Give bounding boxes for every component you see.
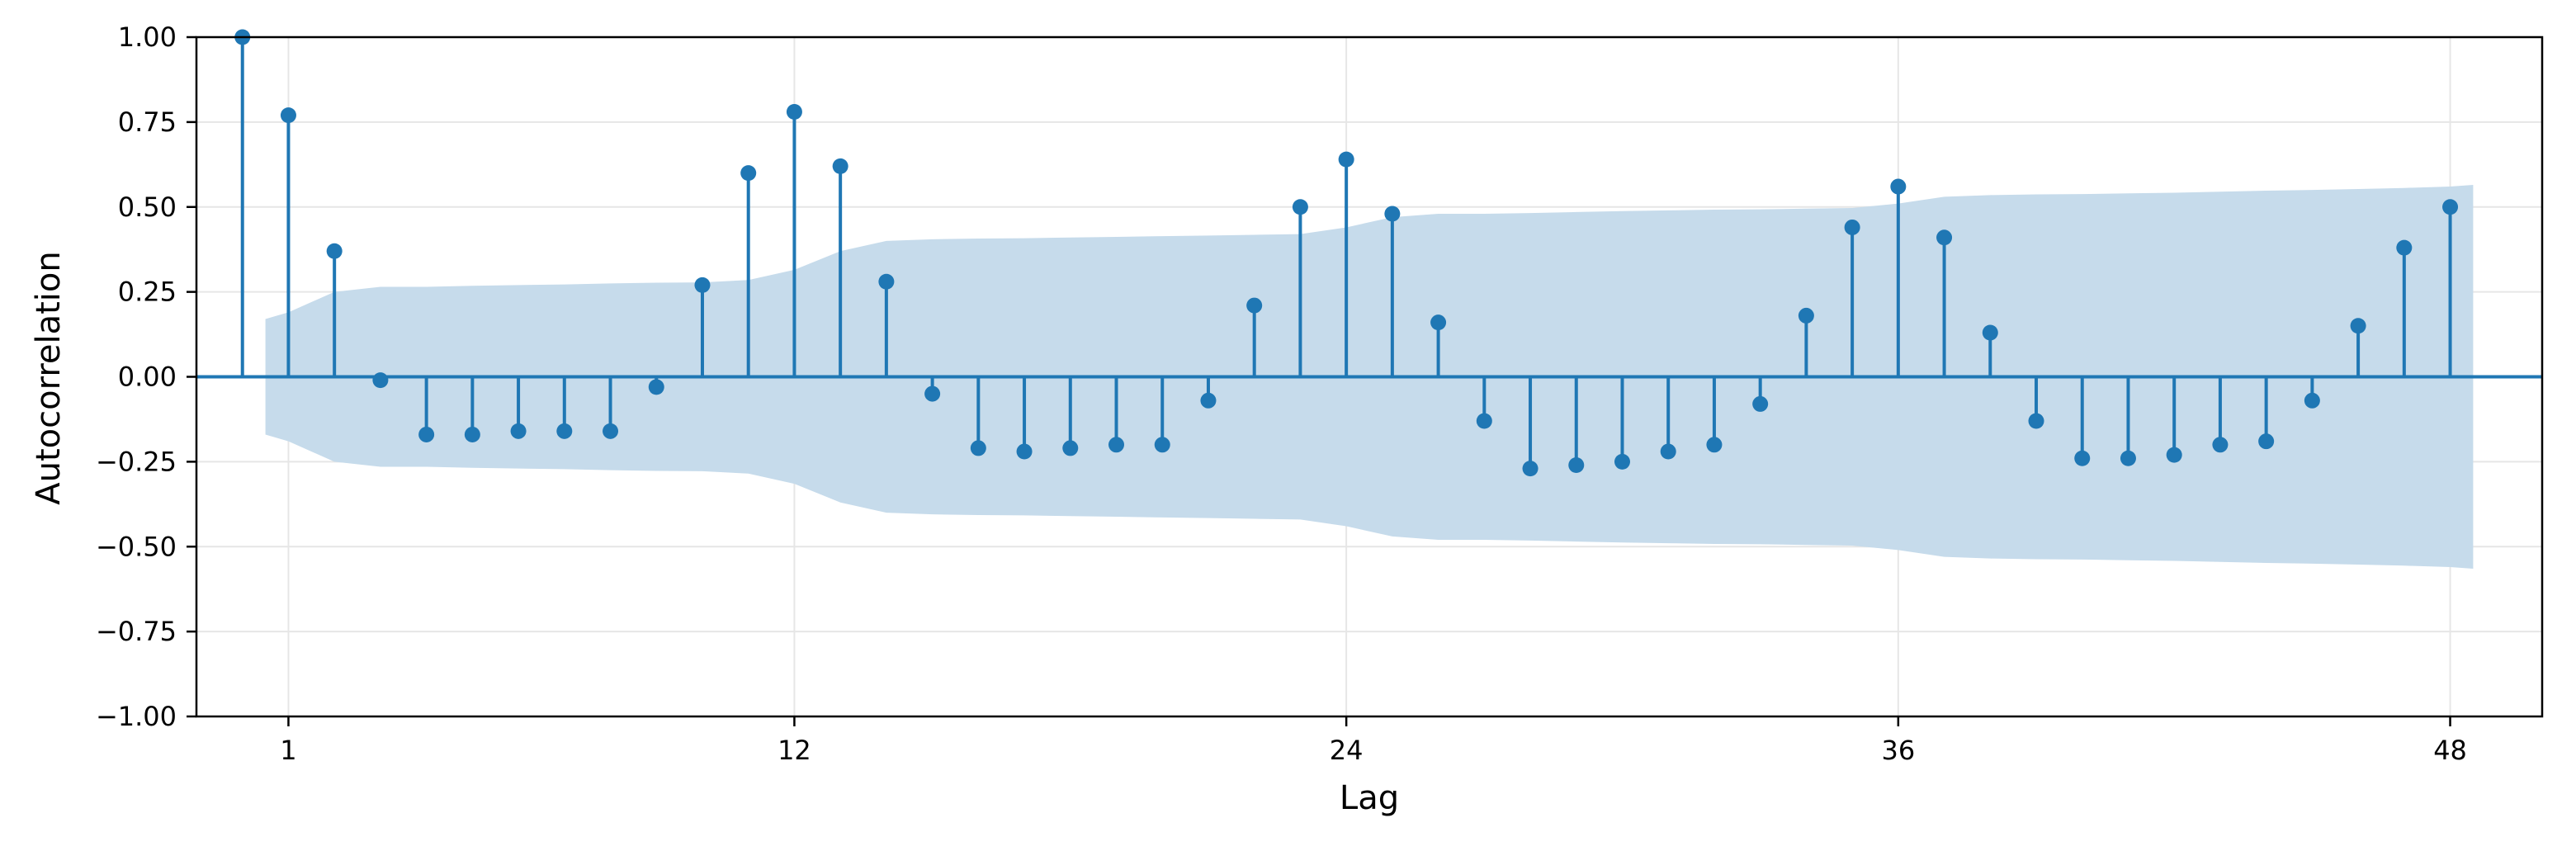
y-axis-label: Autocorrelation — [30, 251, 68, 505]
stem-marker-lag-35 — [1844, 219, 1860, 235]
stem-marker-lag-10 — [694, 277, 711, 293]
stem-marker-lag-39 — [2028, 413, 2044, 429]
stem-marker-lag-13 — [832, 158, 848, 174]
x-tick-label-4: 48 — [2433, 735, 2467, 766]
stem-marker-lag-32 — [1706, 437, 1723, 453]
stem-marker-lag-2 — [326, 243, 343, 259]
stem-marker-lag-23 — [1292, 199, 1308, 215]
y-tick-label-3: −0.25 — [96, 446, 177, 477]
x-tick-label-3: 36 — [1881, 735, 1915, 766]
stem-marker-lag-47 — [2396, 239, 2413, 256]
stem-marker-lag-5 — [464, 426, 480, 442]
stem-marker-lag-8 — [603, 423, 619, 439]
stem-marker-lag-27 — [1476, 413, 1492, 429]
y-tick-label-7: 0.75 — [118, 106, 177, 138]
stem-marker-lag-28 — [1522, 461, 1539, 477]
stem-marker-lag-36 — [1890, 178, 1907, 195]
x-axis-label: Lag — [1340, 779, 1399, 817]
stem-marker-lag-34 — [1798, 307, 1814, 324]
stem-marker-lag-21 — [1200, 392, 1217, 409]
y-tick-label-5: 0.25 — [118, 277, 177, 308]
x-tick-label-0: 1 — [280, 735, 296, 766]
stem-marker-lag-4 — [418, 426, 435, 442]
y-tick-label-0: −1.00 — [96, 701, 177, 732]
y-tick-label-2: −0.50 — [96, 531, 177, 562]
stem-marker-lag-22 — [1246, 297, 1263, 314]
stem-marker-lag-12 — [786, 104, 802, 121]
x-tick-label-1: 12 — [778, 735, 811, 766]
stem-marker-lag-30 — [1614, 453, 1630, 470]
y-tick-label-8: 1.00 — [118, 21, 177, 53]
stem-marker-lag-48 — [2442, 199, 2459, 215]
tick-layer: −1.00 −0.75 −0.50 −0.25 0.00 0.25 0.50 0.75 1.00… — [96, 21, 2467, 766]
stem-marker-lag-11 — [740, 165, 757, 182]
y-tick-label-4: 0.00 — [118, 362, 177, 393]
y-tick-label-6: 0.50 — [118, 191, 177, 223]
stem-marker-lag-6 — [510, 423, 527, 439]
stem-marker-lag-37 — [1936, 229, 1953, 246]
stem-marker-lag-9 — [648, 379, 664, 395]
stem-marker-lag-17 — [1016, 443, 1033, 460]
stem-marker-lag-43 — [2212, 437, 2229, 453]
stem-marker-lag-38 — [1982, 324, 1998, 341]
stem-marker-lag-31 — [1660, 443, 1676, 460]
stem-marker-lag-18 — [1062, 440, 1079, 456]
stem-marker-lag-26 — [1430, 314, 1447, 331]
y-tick-label-1: −0.75 — [96, 616, 177, 647]
stem-marker-lag-3 — [372, 372, 389, 389]
stem-marker-lag-15 — [924, 385, 941, 402]
stem-marker-lag-16 — [970, 440, 986, 456]
stem-marker-lag-42 — [2166, 447, 2182, 463]
stem-marker-lag-24 — [1338, 151, 1354, 168]
stem-marker-lag-19 — [1108, 437, 1125, 453]
stem-marker-lag-25 — [1384, 206, 1401, 222]
stem-marker-lag-29 — [1568, 456, 1585, 473]
stem-marker-lag-33 — [1752, 395, 1769, 412]
stem-layer — [234, 29, 2459, 477]
stem-marker-lag-46 — [2350, 318, 2366, 334]
stem-marker-lag-41 — [2120, 450, 2136, 466]
stem-marker-lag-14 — [878, 273, 895, 290]
stem-marker-lag-45 — [2304, 392, 2320, 409]
stem-marker-lag-44 — [2258, 433, 2275, 450]
stem-marker-lag-1 — [280, 107, 296, 124]
stem-marker-lag-7 — [556, 423, 573, 439]
x-tick-label-2: 24 — [1330, 735, 1364, 766]
stem-marker-lag-20 — [1154, 437, 1170, 453]
stem-marker-lag-40 — [2074, 450, 2091, 466]
